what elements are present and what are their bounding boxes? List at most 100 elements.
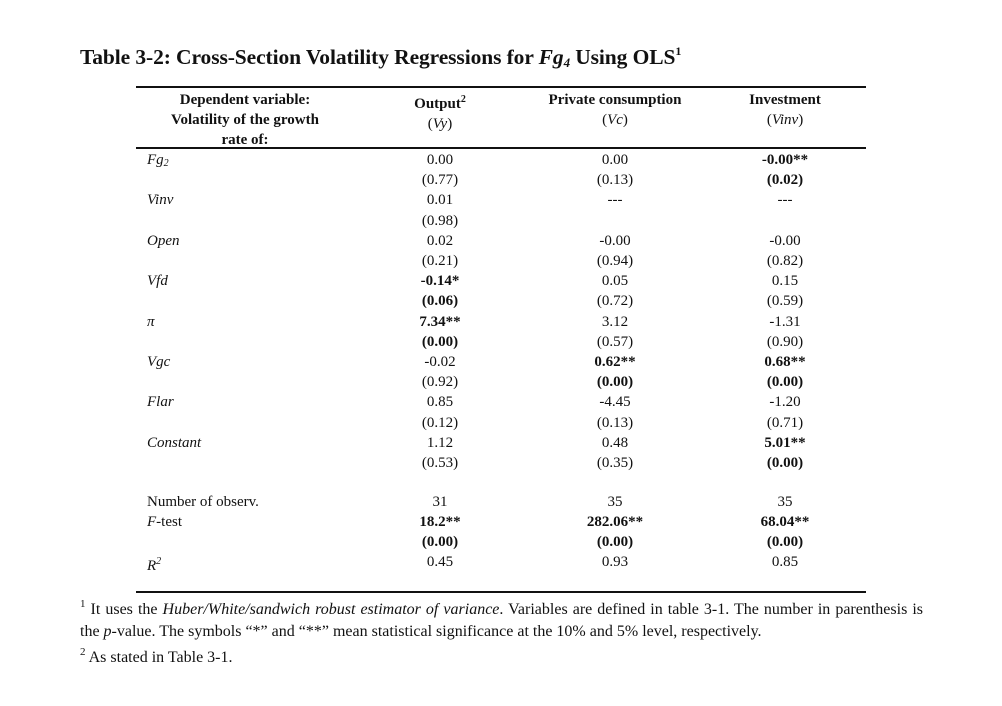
table-row-coefficient: Vfd -0.14* 0.05 0.15 xyxy=(0,271,1002,291)
row-label: Constant xyxy=(147,435,202,451)
cell-coefficient: -1.31 xyxy=(769,314,801,330)
row-label: Vgc xyxy=(147,354,171,370)
cell-pvalue: (0.00) xyxy=(766,374,804,390)
row-label: Fg2 xyxy=(147,152,169,169)
row-label: R2 xyxy=(147,556,162,574)
column-footnote-mark: 2 xyxy=(460,94,466,105)
cell-value: 0.45 xyxy=(426,554,454,570)
cell-coefficient: -0.14* xyxy=(420,273,460,289)
table-row-coefficient: Open 0.02 -0.00 -0.00 xyxy=(0,231,1002,251)
table-footnotes: 1 It uses the Huber/White/sandwich robus… xyxy=(80,594,923,669)
cell-value: 282.06** xyxy=(586,514,644,530)
table-row-r2: R2 0.45 0.93 0.85 xyxy=(0,552,1002,574)
cell-coefficient: 3.12 xyxy=(601,314,629,330)
table-row-ftest: F-test 18.2** 282.06** 68.04** xyxy=(0,512,1002,532)
cell-coefficient: 0.68** xyxy=(764,354,806,370)
cell-value: 68.04** xyxy=(760,514,810,530)
cell-value: 0.93 xyxy=(601,554,629,570)
table-row-pvalue: (0.06) (0.72) (0.59) xyxy=(0,291,1002,311)
table-row-pvalue: (0.77) (0.13) (0.02) xyxy=(0,170,1002,190)
column-symbol: (Vinv) xyxy=(766,112,804,128)
cell-coefficient: --- xyxy=(777,192,793,208)
cell-pvalue: (0.77) xyxy=(421,172,459,188)
cell-coefficient: -0.00 xyxy=(769,233,801,249)
footnote-1: 1 It uses the Huber/White/sandwich robus… xyxy=(80,598,924,640)
cell-coefficient: 0.48 xyxy=(601,435,629,451)
cell-coefficient: 0.00 xyxy=(601,152,629,168)
table-row-pvalue: (0.98) xyxy=(0,211,1002,231)
table-row-coefficient: Vgc -0.02 0.62** 0.68** xyxy=(0,352,1002,372)
cell-pvalue: (0.00) xyxy=(596,534,634,550)
table-row-coefficient: Constant 1.12 0.48 5.01** xyxy=(0,433,1002,453)
cell-pvalue: (0.21) xyxy=(421,253,459,269)
table-row-pvalue: (0.12) (0.13) (0.71) xyxy=(0,413,1002,433)
column-symbol: (Vy) xyxy=(427,116,453,132)
cell-coefficient: -4.45 xyxy=(599,394,631,410)
cell-pvalue: (0.92) xyxy=(421,374,459,390)
cell-pvalue: (0.35) xyxy=(596,455,634,471)
cell-coefficient: 0.85 xyxy=(426,394,454,410)
cell-coefficient: -1.20 xyxy=(769,394,801,410)
row-label: π xyxy=(147,314,155,330)
cell-pvalue: (0.57) xyxy=(596,334,634,350)
footnote-2: 2 As stated in Table 3-1. xyxy=(80,646,233,666)
row-label: Vfd xyxy=(147,273,168,289)
cell-pvalue: (0.82) xyxy=(766,253,804,269)
table-row-nobs: Number of observ. 31 35 35 xyxy=(0,492,1002,512)
dep-label-line3: rate of: xyxy=(221,132,269,148)
cell-pvalue: (0.59) xyxy=(766,293,804,309)
cell-value: 35 xyxy=(777,494,793,510)
cell-coefficient: 0.01 xyxy=(426,192,454,208)
cell-pvalue: (0.71) xyxy=(766,415,804,431)
cell-coefficient: 0.00 xyxy=(426,152,454,168)
table-bottom-rule xyxy=(136,591,866,593)
cell-pvalue: (0.13) xyxy=(596,172,634,188)
table-row-coefficient: π 7.34** 3.12 -1.31 xyxy=(0,312,1002,332)
cell-coefficient: -0.00** xyxy=(761,152,809,168)
cell-pvalue: (0.94) xyxy=(596,253,634,269)
cell-pvalue: (0.90) xyxy=(766,334,804,350)
cell-coefficient: 0.02 xyxy=(426,233,454,249)
title-suffix: Using OLS xyxy=(569,45,676,69)
dep-label-line1: Dependent variable: xyxy=(179,92,311,108)
cell-pvalue: (0.00) xyxy=(421,534,459,550)
table-top-rule xyxy=(136,86,866,88)
table-row-coefficient: Vinv 0.01 --- --- xyxy=(0,190,1002,210)
title-prefix: Table 3-2: Cross-Section Volatility Regr… xyxy=(80,45,539,69)
cell-coefficient: -0.00 xyxy=(599,233,631,249)
table-header-rule xyxy=(136,147,866,149)
cell-pvalue: (0.53) xyxy=(421,455,459,471)
table-row-coefficient: Flar 0.85 -4.45 -1.20 xyxy=(0,392,1002,412)
table-row-pvalue: (0.21) (0.94) (0.82) xyxy=(0,251,1002,271)
cell-pvalue: (0.00) xyxy=(766,534,804,550)
column-header-private-consumption: Private consumption (Vc) xyxy=(515,90,715,130)
column-name: Investment xyxy=(749,92,821,108)
cell-pvalue: (0.98) xyxy=(421,213,459,229)
cell-pvalue: (0.12) xyxy=(421,415,459,431)
cell-coefficient: --- xyxy=(607,192,623,208)
title-var-subscript: 4 xyxy=(563,55,571,70)
cell-pvalue: (0.13) xyxy=(596,415,634,431)
title-footnote-mark: 1 xyxy=(675,44,682,58)
column-symbol: (Vc) xyxy=(602,112,628,128)
table-row-pvalue: (0.00) (0.57) (0.90) xyxy=(0,332,1002,352)
cell-pvalue: (0.00) xyxy=(421,334,459,350)
table-row-pvalue: (0.53) (0.35) (0.00) xyxy=(0,453,1002,473)
title-variable: Fg4 xyxy=(538,45,571,70)
title-var: Fg xyxy=(538,45,564,69)
row-label: Vinv xyxy=(147,192,174,208)
cell-value: 31 xyxy=(432,494,448,510)
cell-value: 35 xyxy=(607,494,623,510)
row-label: Flar xyxy=(147,394,174,410)
cell-value: 0.85 xyxy=(771,554,799,570)
cell-coefficient: -0.02 xyxy=(424,354,456,370)
table-row-ftest-pval: (0.00) (0.00) (0.00) xyxy=(0,532,1002,552)
cell-coefficient: 0.62** xyxy=(594,354,636,370)
table-row-coefficient: Fg2 0.00 0.00 -0.00** xyxy=(0,150,1002,170)
table-row-pvalue: (0.92) (0.00) (0.00) xyxy=(0,372,1002,392)
row-label: Number of observ. xyxy=(147,494,259,510)
cell-pvalue: (0.06) xyxy=(421,293,459,309)
cell-coefficient: 7.34** xyxy=(419,314,461,330)
cell-coefficient: 5.01** xyxy=(764,435,806,451)
cell-pvalue: (0.00) xyxy=(596,374,634,390)
